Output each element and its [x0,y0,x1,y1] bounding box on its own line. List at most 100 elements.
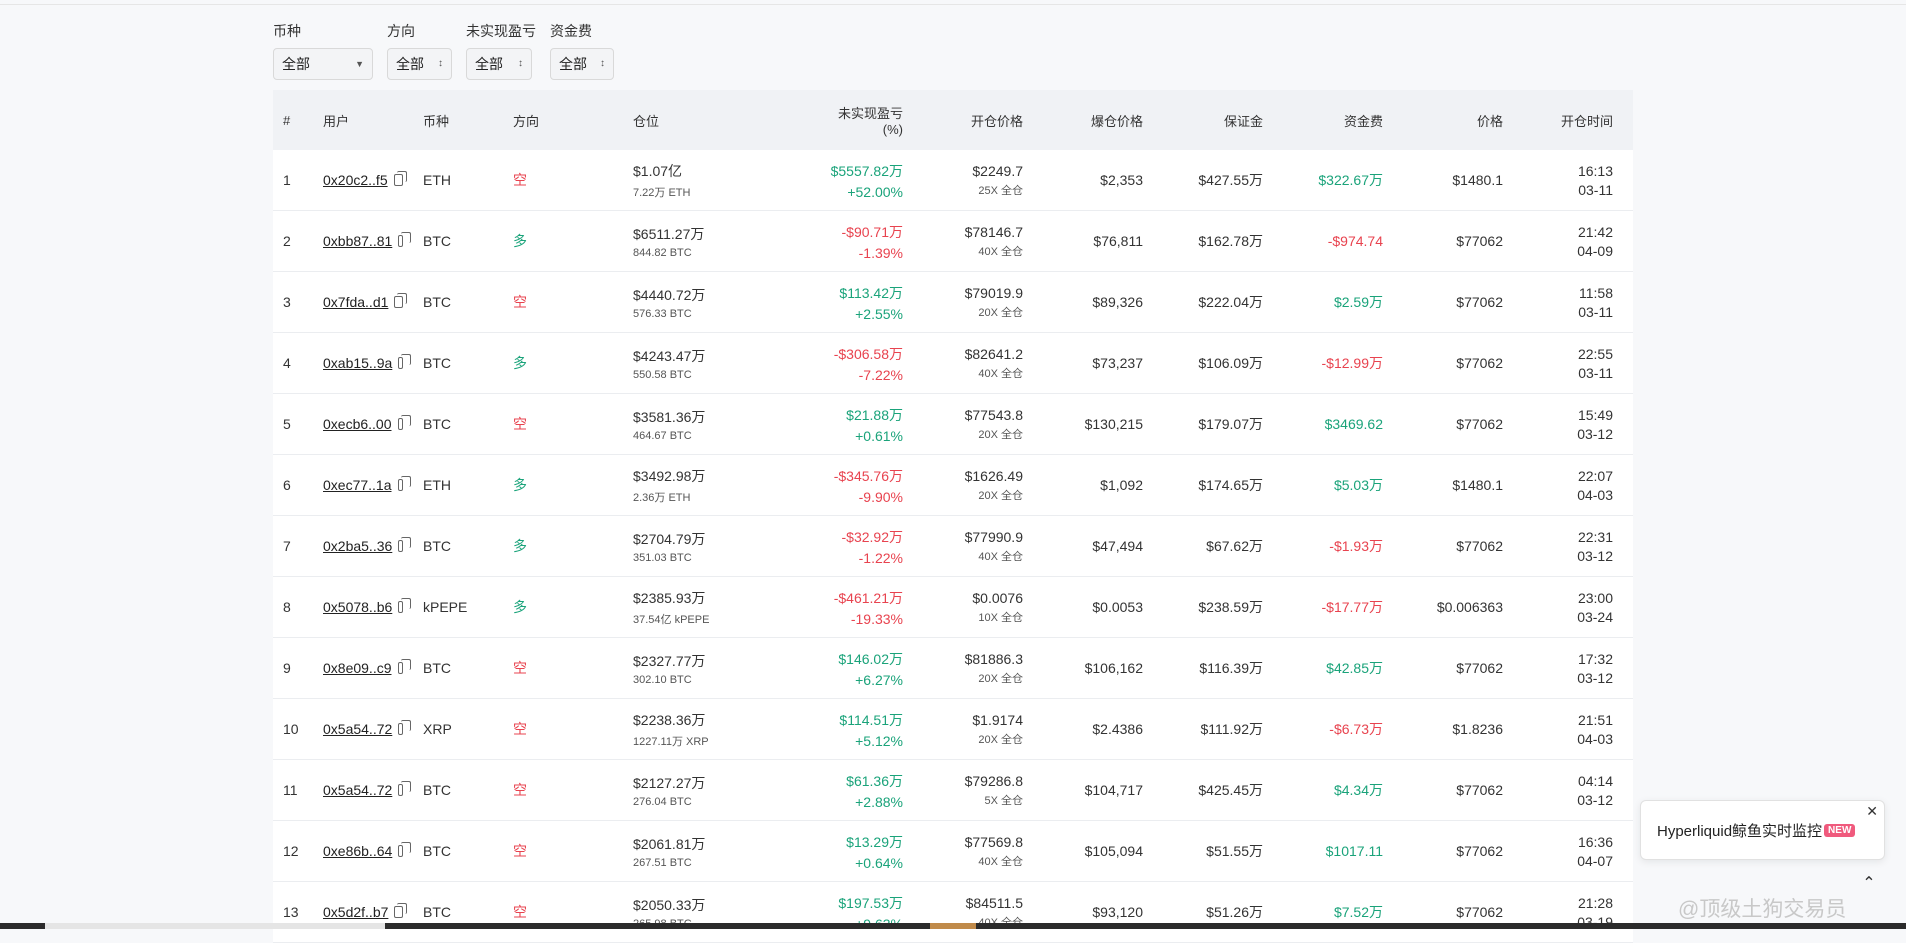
close-icon[interactable]: ✕ [1866,803,1878,819]
user-address-link[interactable]: 0x5a54..72 [323,721,393,737]
pnl-value: -$306.58万 [833,345,903,362]
filter-coin-select[interactable]: 全部 ▼ [273,48,373,80]
row-price: $77062 [1456,233,1503,249]
row-user: 0xec77..1a [313,476,413,493]
row-direction: 多 [513,355,527,371]
position-size: 267.51 BTC [633,856,692,869]
entry-price: $2249.7 [972,162,1023,179]
row-user: 0x5a54..72 [313,781,413,798]
copy-icon[interactable] [393,171,408,186]
row-user: 0xecb6..00 [313,415,413,432]
pnl-value: $197.53万 [838,894,903,911]
row-liq-price: $0.0053 [1092,599,1143,615]
promo-banner[interactable]: Hyperliquid鲸鱼实时监控 NEW ✕ [1640,800,1885,860]
row-coin: BTC [423,416,451,432]
filter-pnl: 未实现盈亏 全部 ↕ [466,22,536,80]
pnl-value: $13.29万 [846,833,903,850]
row-entry-price: $79019.9 20X 全仓 [913,285,1033,320]
user-address-link[interactable]: 0x5078..b6 [323,599,393,615]
row-liq-price: $73,237 [1092,355,1143,371]
copy-icon[interactable] [398,537,411,552]
row-price: $77062 [1456,843,1503,859]
row-rank: 6 [283,477,291,493]
position-size: 37.54亿 kPEPE [633,613,710,626]
user-address-link[interactable]: 0xec77..1a [323,477,392,493]
row-funding: -$17.77万 [1321,599,1383,615]
row-funding: $322.67万 [1318,172,1383,188]
row-liq-price: $2,353 [1100,172,1143,188]
filter-pnl-select[interactable]: 全部 ↕ [466,48,532,80]
copy-icon[interactable] [398,781,411,796]
user-address-link[interactable]: 0x20c2..f5 [323,172,388,188]
user-address-link[interactable]: 0xecb6..00 [323,416,392,432]
row-price: $77062 [1456,660,1503,676]
open-time: 21:28 [1577,894,1613,911]
caret-down-icon: ▼ [355,59,364,69]
copy-icon[interactable] [397,415,410,430]
row-direction: 多 [513,538,527,554]
table-row: 9 0x8e09..c9 BTC 空 $2327.77万 302.10 BTC $146.0… [273,638,1633,699]
row-coin: BTC [423,538,451,554]
user-address-link[interactable]: 0x5a54..72 [323,782,393,798]
row-price: $77062 [1456,294,1503,310]
user-address-link[interactable]: 0x7fda..d1 [323,294,389,310]
pnl-percent: -9.90% [858,488,903,505]
row-direction: 空 [513,904,527,920]
row-price: $77062 [1456,538,1503,554]
row-liq-price: $104,717 [1084,782,1143,798]
leverage: 10X 全仓 [978,611,1023,624]
row-entry-price: $78146.7 40X 全仓 [913,224,1033,259]
user-address-link[interactable]: 0x2ba5..36 [323,538,393,554]
row-pnl: -$461.21万 -19.33% [788,588,913,627]
open-date: 03-12 [1577,547,1613,564]
open-date: 04-03 [1577,486,1613,503]
copy-icon[interactable] [398,598,411,613]
header-pnl[interactable]: 未实现盈亏 (%) [788,103,913,137]
chevron-up-icon[interactable]: ⌃ [1862,875,1876,892]
filter-funding-select[interactable]: 全部 ↕ [550,48,614,80]
row-rank: 7 [283,538,291,554]
copy-icon[interactable] [397,659,410,674]
copy-icon[interactable] [394,903,407,918]
row-rank: 13 [283,904,299,920]
user-address-link[interactable]: 0xe86b..64 [323,843,393,859]
user-address-link[interactable]: 0x5d2f..b7 [323,904,389,920]
filter-coin-label: 币种 [273,23,301,39]
copy-icon[interactable] [398,842,411,857]
user-address-link[interactable]: 0x8e09..c9 [323,660,392,676]
filter-direction-value: 全部 [396,56,424,72]
position-size: 550.58 BTC [633,368,692,381]
row-user: 0xe86b..64 [313,842,413,859]
copy-icon[interactable] [394,293,407,308]
row-rank: 5 [283,416,291,432]
user-address-link[interactable]: 0xbb87..81 [323,233,393,249]
copy-icon[interactable] [398,232,411,247]
copy-icon[interactable] [398,354,411,369]
row-price: $77062 [1456,904,1503,920]
pnl-percent: +2.55% [855,305,903,322]
filter-direction-select[interactable]: 全部 ↕ [387,48,452,80]
leverage: 20X 全仓 [978,306,1023,319]
copy-icon[interactable] [398,720,411,735]
leverage: 40X 全仓 [978,367,1023,380]
open-date: 03-24 [1577,608,1613,625]
row-position: $2238.36万 1227.11万 XRP [623,710,788,749]
row-liq-price: $93,120 [1092,904,1143,920]
table-row: 3 0x7fda..d1 BTC 空 $4440.72万 576.33 BTC $113.4… [273,272,1633,333]
copy-icon[interactable] [397,476,410,491]
pnl-value: $113.42万 [839,284,903,301]
open-time: 17:32 [1577,650,1613,667]
header-user: 用户 [323,113,350,129]
table-row: 5 0xecb6..00 BTC 空 $3581.36万 464.67 BTC $21.88… [273,394,1633,455]
row-pnl: $146.02万 +6.27% [788,649,913,688]
row-direction: 多 [513,233,527,249]
header-open-time: 开仓时间 [1560,113,1613,129]
row-entry-price: $81886.3 20X 全仓 [913,651,1033,686]
row-user: 0x5078..b6 [313,598,413,615]
entry-price: $1626.49 [964,467,1023,484]
user-address-link[interactable]: 0xab15..9a [323,355,393,371]
open-date: 03-12 [1577,425,1613,442]
row-funding: $3469.62 [1324,416,1383,432]
row-coin: BTC [423,843,451,859]
row-direction: 空 [513,416,527,432]
